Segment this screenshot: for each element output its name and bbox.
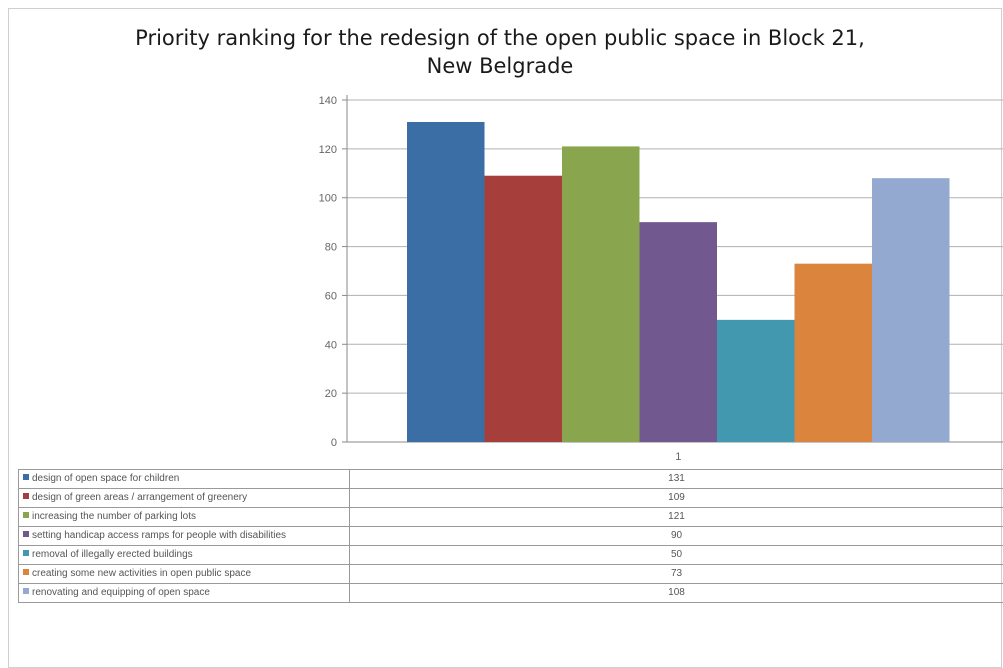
- series-value: 108: [350, 584, 1003, 603]
- bar-6: [795, 264, 873, 442]
- legend-swatch-icon: [23, 588, 29, 594]
- series-label-cell: design of open space for children: [19, 470, 350, 489]
- series-label: design of open space for children: [32, 473, 179, 484]
- series-label: design of green areas / arrangement of g…: [32, 492, 247, 503]
- bar-3: [562, 146, 640, 442]
- bar-chart: 0 20 40 60 80 100 120 140 1: [0, 0, 1003, 470]
- table-row: removal of illegally erected buildings 50: [19, 546, 1003, 565]
- y-tick-label: 40: [325, 339, 337, 351]
- bar-7: [872, 178, 950, 442]
- y-tick-label: 120: [319, 144, 337, 156]
- x-category-label: 1: [675, 451, 681, 463]
- table-row: setting handicap access ramps for people…: [19, 527, 1003, 546]
- table-row: increasing the number of parking lots 121: [19, 508, 1003, 527]
- series-value: 73: [350, 565, 1003, 584]
- y-tick-label: 60: [325, 290, 337, 302]
- table-row: design of open space for children 131: [19, 470, 1003, 489]
- series-value: 131: [350, 470, 1003, 489]
- bar-2: [485, 176, 563, 442]
- bar-5: [717, 320, 795, 442]
- series-label-cell: setting handicap access ramps for people…: [19, 527, 350, 546]
- series-label-cell: design of green areas / arrangement of g…: [19, 489, 350, 508]
- bar-4: [640, 222, 718, 442]
- legend-swatch-icon: [23, 569, 29, 575]
- bar-1: [407, 122, 485, 442]
- legend-swatch-icon: [23, 493, 29, 499]
- series-label-cell: creating some new activities in open pub…: [19, 565, 350, 584]
- legend-swatch-icon: [23, 531, 29, 537]
- y-tick-label: 80: [325, 242, 337, 254]
- series-label: increasing the number of parking lots: [32, 511, 196, 522]
- table-row: creating some new activities in open pub…: [19, 565, 1003, 584]
- series-value: 109: [350, 489, 1003, 508]
- series-value: 90: [350, 527, 1003, 546]
- series-label: setting handicap access ramps for people…: [32, 530, 286, 541]
- series-label-cell: renovating and equipping of open space: [19, 584, 350, 603]
- series-label-cell: removal of illegally erected buildings: [19, 546, 350, 565]
- table-row: renovating and equipping of open space 10…: [19, 584, 1003, 603]
- legend-swatch-icon: [23, 550, 29, 556]
- series-value: 121: [350, 508, 1003, 527]
- series-label: renovating and equipping of open space: [32, 587, 210, 598]
- legend-swatch-icon: [23, 474, 29, 480]
- legend-swatch-icon: [23, 512, 29, 518]
- y-tick-label: 140: [319, 95, 337, 107]
- series-label-cell: increasing the number of parking lots: [19, 508, 350, 527]
- y-tick-label: 100: [319, 193, 337, 205]
- y-tick-label: 0: [331, 437, 337, 449]
- series-label: creating some new activities in open pub…: [32, 568, 251, 579]
- series-label: removal of illegally erected buildings: [32, 549, 193, 560]
- series-value: 50: [350, 546, 1003, 565]
- y-tick-label: 20: [325, 388, 337, 400]
- table-row: design of green areas / arrangement of g…: [19, 489, 1003, 508]
